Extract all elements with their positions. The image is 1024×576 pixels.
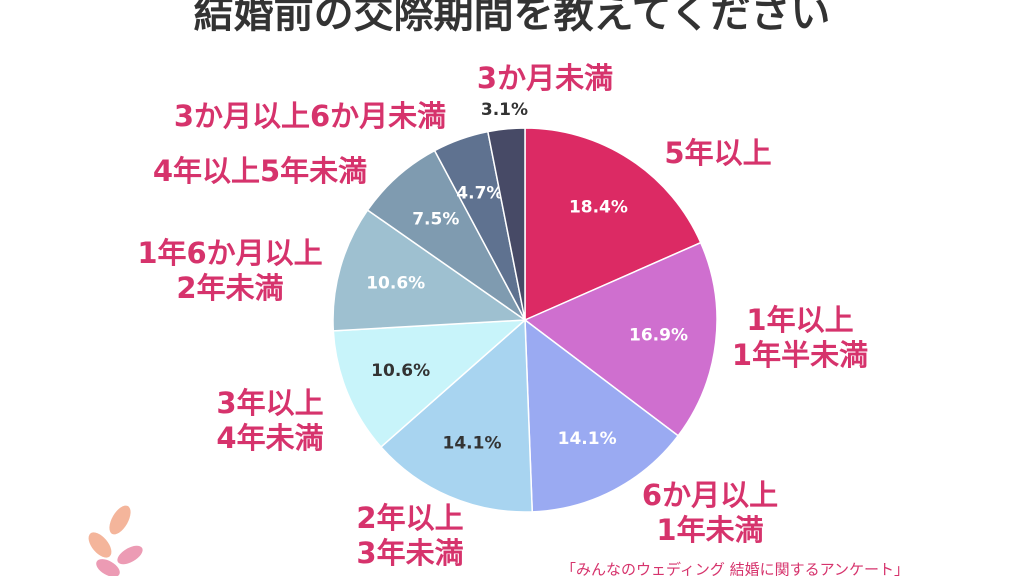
- category-label: 4年以上5年未満: [153, 154, 367, 188]
- value-label: 18.4%: [569, 197, 628, 217]
- value-label: 14.1%: [443, 434, 502, 454]
- pie-slice: [486, 127, 526, 321]
- value-label: 16.9%: [629, 326, 688, 346]
- value-label: 7.5%: [412, 209, 459, 229]
- category-label: 2年未満: [176, 271, 283, 305]
- category-label: 3か月以上6か月未満: [174, 99, 446, 133]
- category-label: 2年以上: [356, 501, 463, 535]
- pie-slice: [332, 209, 528, 332]
- pie-slice: [332, 319, 528, 449]
- category-label: 3年以上: [216, 386, 323, 420]
- category-label: 1年半未満: [732, 338, 868, 372]
- source-note: 「みんなのウェディング 結婚に関するアンケート」: [561, 561, 909, 576]
- value-label: 4.7%: [456, 183, 503, 203]
- category-label: 3年未満: [356, 536, 463, 570]
- value-label: 10.6%: [366, 273, 425, 293]
- value-label: 10.6%: [371, 361, 430, 381]
- chart-title: 結婚前の交際期間を教えてください: [194, 0, 831, 37]
- pie-slice: [379, 318, 534, 513]
- decoration: [88, 505, 143, 576]
- category-label: 1年6か月以上: [137, 236, 322, 270]
- pie-slice: [523, 241, 718, 437]
- category-label: 1年未満: [656, 513, 763, 547]
- value-label: 3.1%: [481, 100, 528, 120]
- value-label: 14.1%: [558, 429, 617, 449]
- pie-slice: [524, 127, 702, 322]
- pie-slice: [524, 318, 680, 513]
- category-label: 5年以上: [664, 136, 771, 170]
- category-label: 6か月以上: [642, 478, 778, 512]
- category-label: 3か月未満: [477, 61, 613, 95]
- category-label: 1年以上: [746, 303, 853, 337]
- category-label: 4年未満: [216, 421, 323, 455]
